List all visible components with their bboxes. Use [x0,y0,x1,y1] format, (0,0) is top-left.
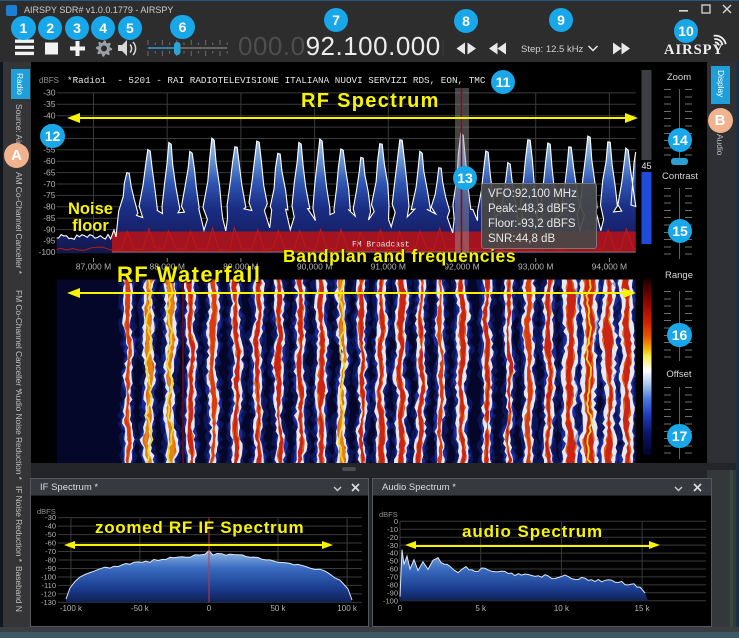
svg-text:-20: -20 [387,533,398,542]
svg-text:-95: -95 [43,236,56,246]
svg-text:45: 45 [641,161,651,171]
svg-text:-100: -100 [41,573,56,582]
svg-text:-90: -90 [45,564,56,573]
svg-text:-100: -100 [38,247,55,257]
svg-text:93,000 M: 93,000 M [518,262,553,272]
svg-text:-55: -55 [43,145,56,155]
svg-text:-60: -60 [387,565,398,574]
svg-text:dBFS: dBFS [379,510,398,519]
svg-text:-50: -50 [387,557,398,566]
svg-text:50 k: 50 k [270,604,286,613]
svg-text:-100 k: -100 k [60,604,83,613]
svg-text:-30: -30 [43,88,56,98]
svg-text:-80: -80 [43,202,56,212]
svg-text:-90: -90 [43,224,56,234]
svg-text:-80: -80 [387,581,398,590]
svg-text:94,000 M: 94,000 M [592,262,627,272]
svg-text:-70: -70 [387,573,398,582]
svg-text:15 k: 15 k [635,604,651,613]
svg-text:10 k: 10 k [554,604,570,613]
svg-text:-120: -120 [41,590,56,599]
svg-text:-40: -40 [43,111,56,121]
svg-text:dBFS: dBFS [37,507,56,516]
svg-text:-110: -110 [42,581,56,590]
svg-text:89,000 M: 89,000 M [223,262,258,272]
svg-text:-60: -60 [43,156,56,166]
svg-text:-50 k: -50 k [131,604,150,613]
svg-text:-85: -85 [43,213,56,223]
svg-text:-90: -90 [387,588,398,597]
svg-text:-50: -50 [45,530,56,539]
svg-text:FM Broadcast: FM Broadcast [352,241,410,250]
svg-text:-65: -65 [43,167,56,177]
svg-text:-10: -10 [387,525,398,534]
svg-text:92,000 M: 92,000 M [444,262,479,272]
svg-text:88,000 M: 88,000 M [149,262,184,272]
svg-text:87,000 M: 87,000 M [76,262,111,272]
svg-text:-70: -70 [43,179,56,189]
svg-text:-40: -40 [45,522,56,531]
svg-text:-100: -100 [383,596,398,605]
svg-text:5 k: 5 k [475,604,487,613]
svg-text:-30: -30 [387,541,398,550]
svg-text:-75: -75 [43,190,56,200]
svg-text:100 k: 100 k [337,604,358,613]
svg-text:90,000 M: 90,000 M [297,262,332,272]
svg-text:-130: -130 [41,598,56,607]
svg-text:-35: -35 [43,99,56,109]
svg-text:-80: -80 [45,556,56,565]
svg-text:-30: -30 [45,513,56,522]
svg-text:91,000 M: 91,000 M [371,262,406,272]
svg-text:-70: -70 [45,547,56,556]
svg-text:0: 0 [394,517,398,526]
svg-text:-40: -40 [387,549,398,558]
svg-text:0: 0 [207,604,212,613]
svg-text:0: 0 [398,604,403,613]
svg-text:-60: -60 [45,539,56,548]
